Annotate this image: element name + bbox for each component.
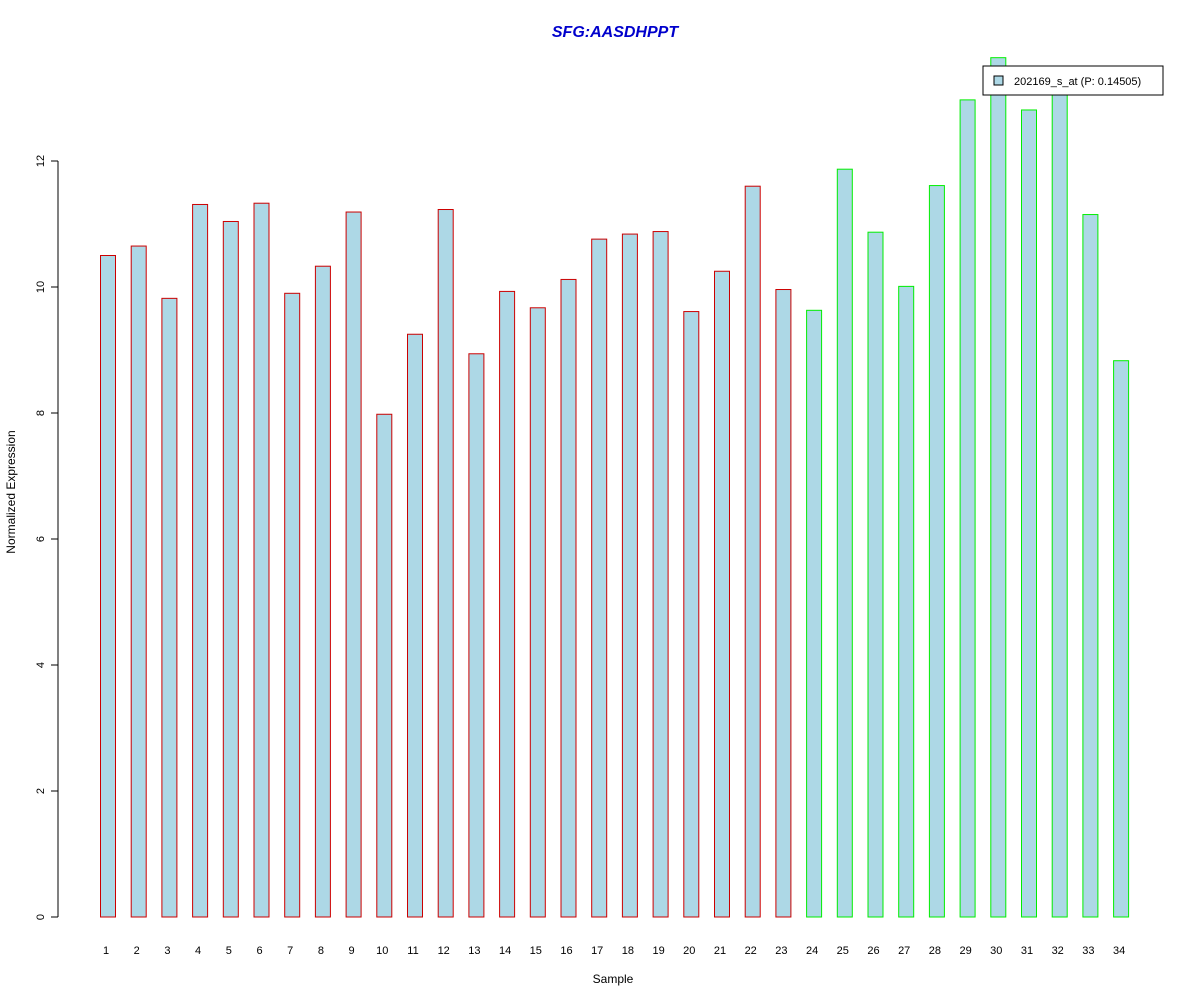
x-tick-labels: 1 2 3 4 5 6 7 8 9 10 11 12 13 14 15 16 17 18 19 20 21 22 23 24 2… [103,945,1125,957]
bars [100,57,1130,918]
x-tick-label: 19 [652,945,664,957]
x-tick-label: 14 [499,945,511,957]
legend: 202169_s_at (P: 0.14505) [982,65,1164,96]
bar [284,292,301,918]
bar [192,203,209,918]
bar [775,289,792,918]
bar [529,307,546,918]
x-tick-label: 22 [745,945,757,957]
bar [591,238,608,918]
x-tick-label: 16 [560,945,572,957]
x-tick-label: 28 [929,945,941,957]
bar [499,290,516,918]
bar [560,278,577,918]
x-tick-label: 13 [468,945,480,957]
x-tick-label: 1 [103,945,109,957]
bar [100,255,116,918]
bar [806,309,823,918]
bar [928,185,945,918]
y-axis: 0 2 4 6 8 10 12 [35,155,59,920]
x-tick-label: 7 [287,945,293,957]
bar [407,333,423,918]
x-tick-label: 10 [376,945,388,957]
legend-swatch [993,75,1004,86]
bar [314,265,331,918]
bar [744,185,761,918]
y-tick-label: 4 [35,662,47,668]
bar [1051,91,1068,918]
bar [898,285,915,918]
x-tick-label: 6 [256,945,262,957]
bar [130,245,147,918]
bar [222,220,239,918]
x-tick-label: 24 [806,945,818,957]
x-tick-label: 4 [195,945,201,957]
x-tick-label: 18 [622,945,634,957]
bar [714,270,730,918]
y-tick-label: 8 [35,410,47,416]
x-tick-label: 30 [990,945,1002,957]
x-tick-label: 3 [164,945,170,957]
x-tick-label: 21 [714,945,726,957]
bar [376,413,393,918]
x-tick-label: 20 [683,945,695,957]
bar [867,231,884,918]
legend-label: 202169_s_at (P: 0.14505) [1014,76,1141,88]
bar [836,168,853,918]
bar [345,211,362,918]
bar [652,231,669,918]
bar [990,57,1007,918]
x-tick-label: 29 [959,945,971,957]
x-tick-label: 25 [837,945,849,957]
x-tick-label: 31 [1021,945,1033,957]
x-tick-label: 8 [318,945,324,957]
x-tick-label: 27 [898,945,910,957]
x-tick-label: 12 [438,945,450,957]
bar [1021,109,1037,918]
y-tick-label: 0 [35,914,47,920]
x-tick-label: 17 [591,945,603,957]
y-tick-label: 2 [35,788,47,794]
y-axis-label: Normalized Expression [4,430,18,553]
x-tick-label: 32 [1052,945,1064,957]
bar [1082,214,1099,918]
chart-title: SFG:AASDHPPT [552,24,679,41]
y-tick-label: 10 [35,281,47,293]
legend-box [982,65,1164,96]
x-tick-label: 26 [867,945,879,957]
x-axis-label: Sample [593,972,634,986]
bar [468,353,485,918]
bar [253,202,270,918]
x-tick-label: 23 [775,945,787,957]
x-tick-label: 15 [530,945,542,957]
bar [959,99,976,918]
bar [437,209,454,918]
x-tick-label: 33 [1082,945,1094,957]
bar [683,311,700,918]
x-tick-label: 34 [1113,945,1125,957]
bar [621,233,638,918]
y-tick-label: 6 [35,536,47,542]
bar [1113,360,1130,918]
x-tick-label: 2 [134,945,140,957]
x-tick-label: 5 [226,945,232,957]
y-tick-label: 12 [35,155,47,167]
x-tick-label: 11 [407,945,418,957]
x-tick-label: 9 [349,945,355,957]
bar [161,297,178,918]
